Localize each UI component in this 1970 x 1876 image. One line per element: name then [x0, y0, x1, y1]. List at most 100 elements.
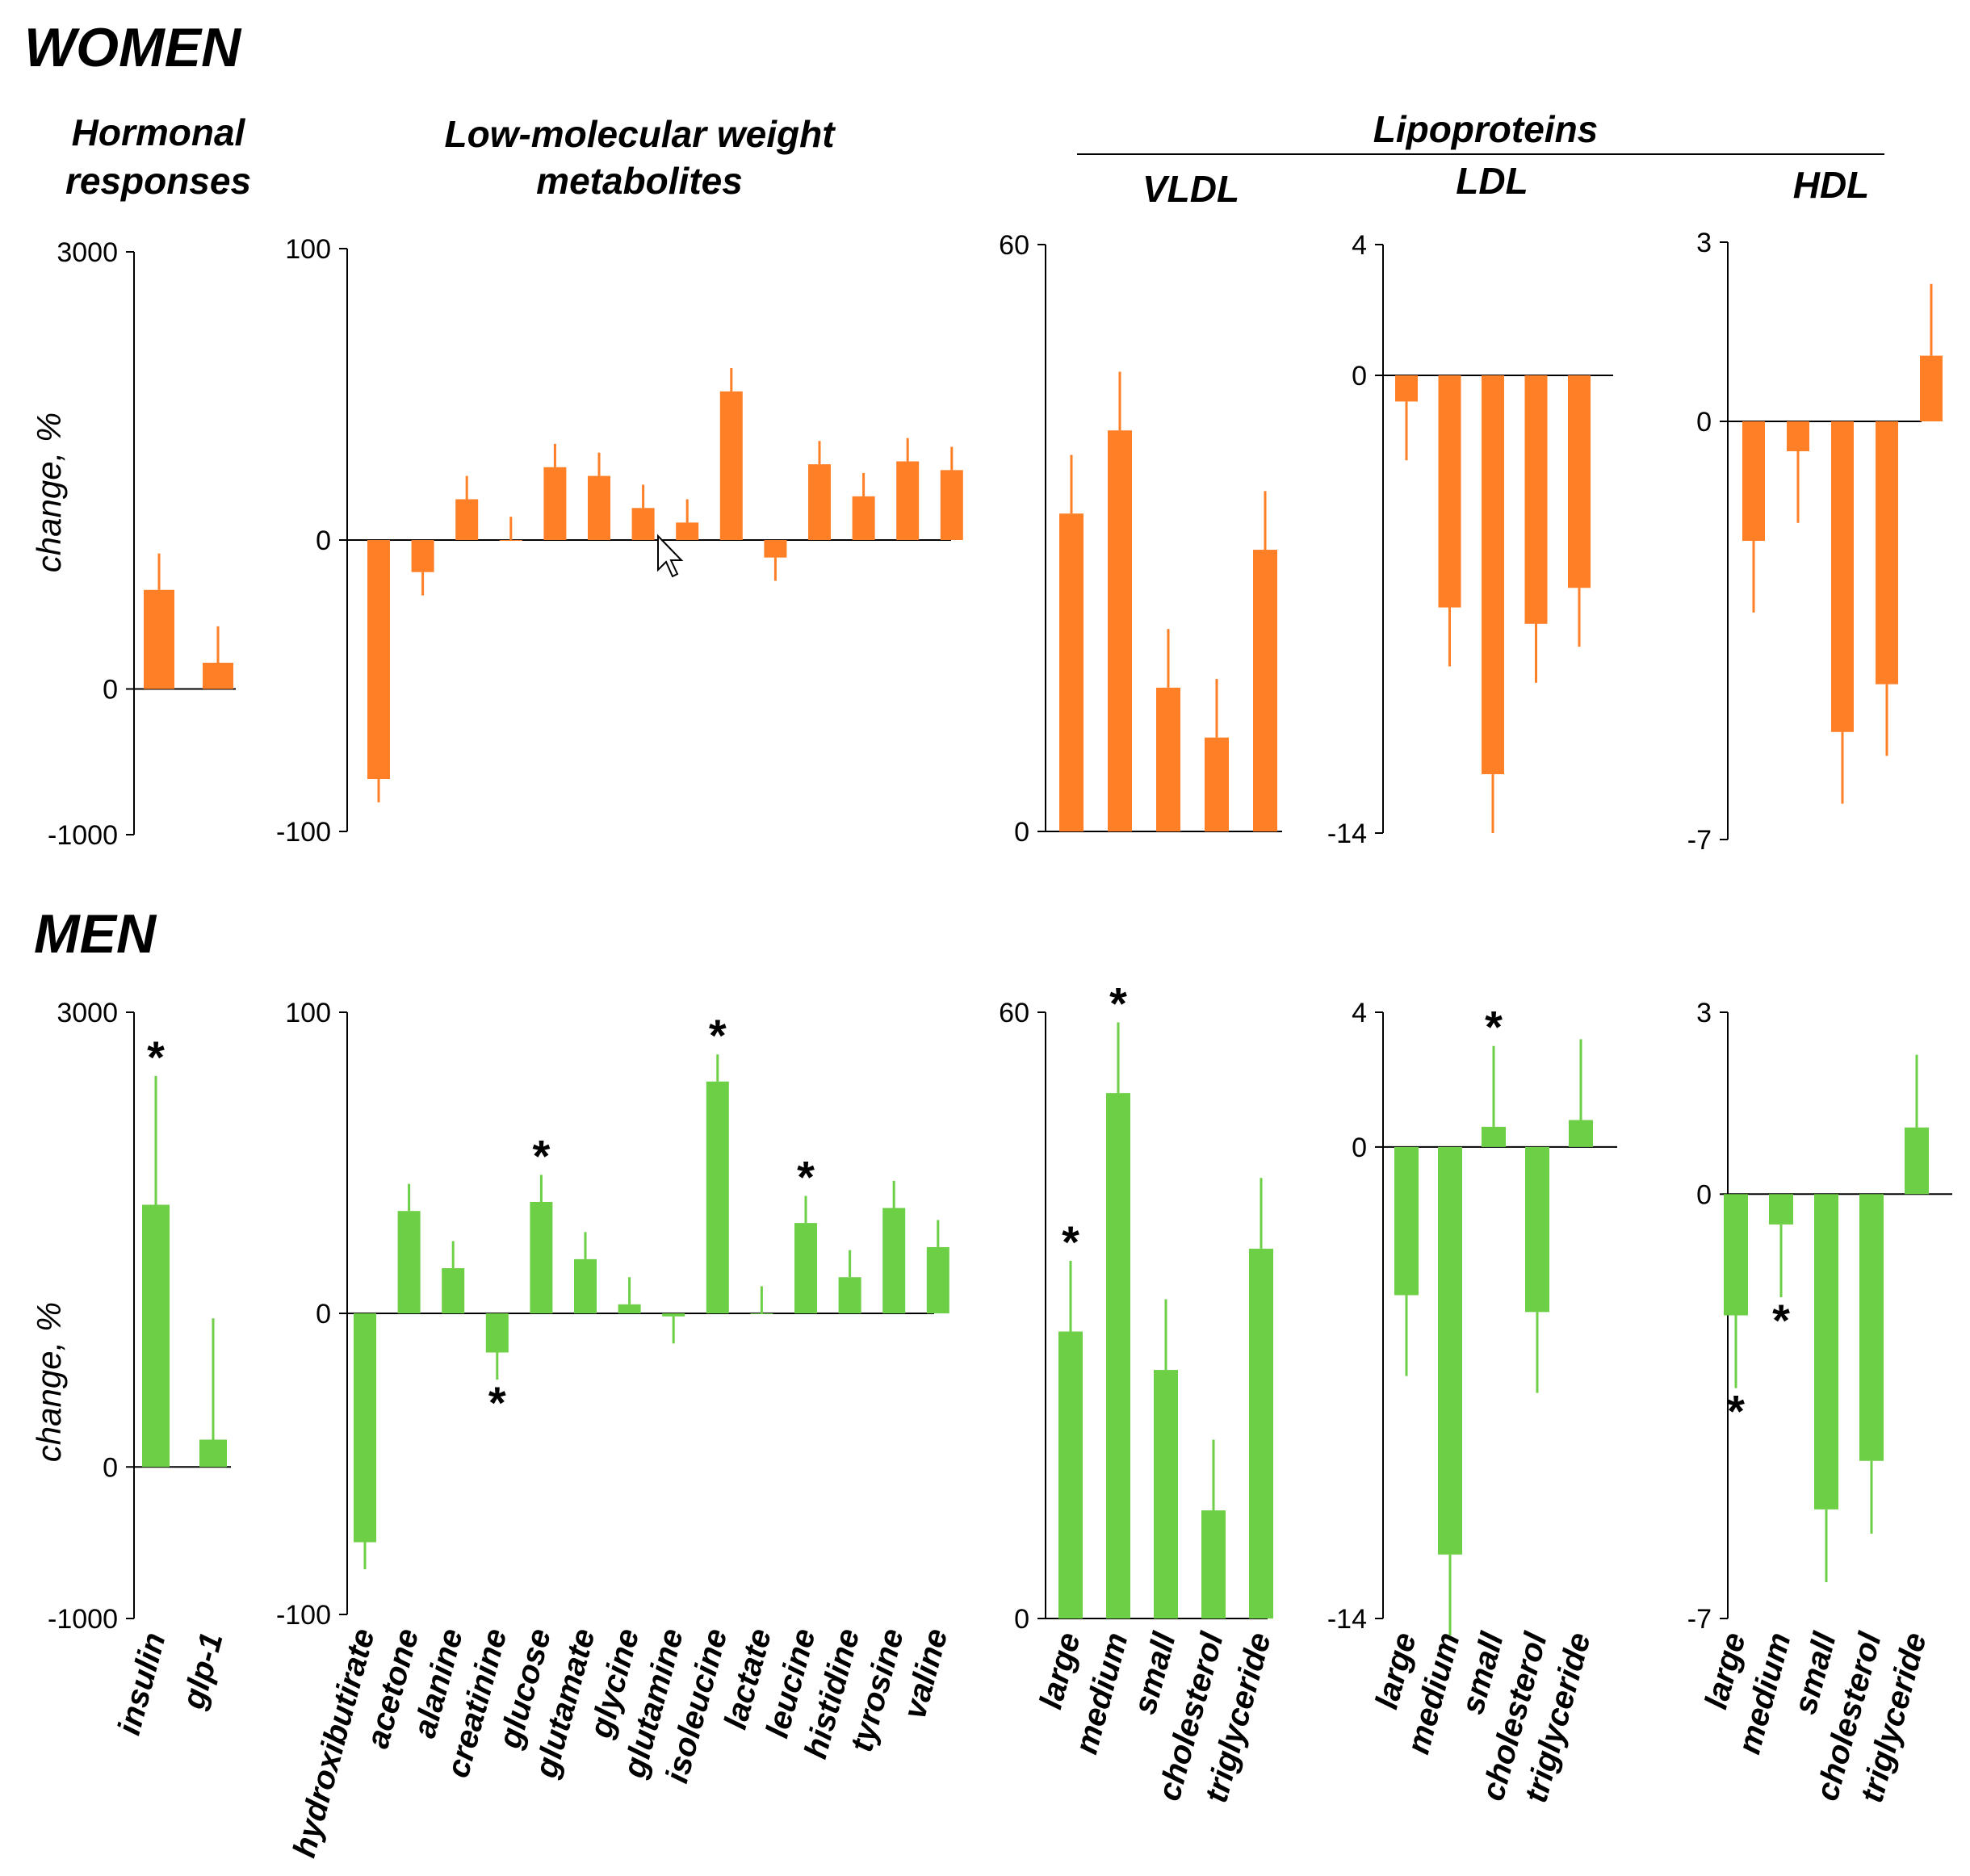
y-tick-label-m-vldl: 0 [1014, 1604, 1029, 1635]
significance-star-creatinine: * [488, 1377, 506, 1428]
charts-layer: 30000-10001000-10060040-1430-730000-1000… [48, 228, 1952, 1861]
bar-triglyceride [1568, 375, 1591, 588]
y-tick-label-m-metab: 100 [285, 998, 331, 1028]
mouse-cursor-icon [657, 534, 684, 578]
header-lipoproteins: Lipoproteins [1373, 108, 1599, 150]
y-tick-label-w-hormonal: -1000 [48, 820, 118, 851]
bar-hydroxibutirate [354, 1313, 376, 1543]
bar-leucine [794, 1223, 817, 1313]
bar-alanine [455, 499, 479, 540]
panel-w-ldl: 4 0 -14 [1327, 230, 1613, 849]
y-tick-label-m-metab: -100 [276, 1600, 331, 1631]
bar-triglyceride [1569, 1120, 1593, 1147]
significance-star-leucine: * [797, 1152, 815, 1203]
bar-cholesterol [1876, 421, 1898, 685]
bar-large [1395, 375, 1418, 402]
y-tick-label-w-ldl: 0 [1352, 361, 1367, 392]
header-hormonal-line2: responses [65, 160, 251, 202]
category-label-glp-1: glp-1 [175, 1629, 229, 1714]
bar-tyrosine [882, 1208, 906, 1313]
category-label-insulin: insulin [111, 1629, 173, 1739]
bar-valine [940, 470, 963, 540]
header-ldl: LDL [1456, 160, 1528, 202]
y-tick-label-m-ldl: 4 [1352, 998, 1367, 1028]
y-tick-label-w-hdl: 3 [1696, 228, 1712, 258]
panel-w-hdl: 3 0 -7 [1687, 228, 1943, 856]
panel-m-hdl: 30-7*large*mediumsmallcholesteroltriglyc… [1687, 998, 1952, 1807]
bar-large [1058, 1331, 1083, 1618]
y-tick-label-w-hormonal: 0 [103, 675, 118, 706]
bar-triglyceride [1905, 1127, 1929, 1195]
bar-medium [1769, 1194, 1793, 1225]
bar-medium [1438, 1146, 1462, 1555]
y-tick-label-m-ldl: -14 [1327, 1604, 1367, 1635]
y-tick-label-w-ldl: 4 [1352, 230, 1367, 261]
bar-large [1724, 1194, 1748, 1316]
bar-glutamine [662, 1313, 685, 1317]
y-tick-label-w-hdl: -7 [1687, 825, 1712, 856]
bar-insulin [144, 589, 174, 689]
y-tick-label-m-metab: 0 [316, 1299, 331, 1330]
bar-small [1814, 1194, 1838, 1510]
bar-cholesterol [1524, 375, 1548, 624]
y-tick-label-m-hdl: 0 [1696, 1179, 1712, 1210]
bar-alanine [442, 1268, 465, 1313]
bar-tyrosine [896, 461, 920, 540]
y-tick-label-w-metab: -100 [276, 817, 331, 848]
title-women: WOMEN [24, 17, 242, 78]
bar-large [1059, 513, 1084, 831]
header-hormonal-line1: Hormonal [72, 111, 246, 153]
y-tick-label-w-metab: 0 [316, 526, 331, 556]
y-tick-label-w-metab: 100 [285, 234, 331, 265]
bar-histidine [852, 496, 875, 540]
bar-hydroxibutirate [367, 540, 390, 780]
bar-cholesterol [1525, 1146, 1549, 1313]
header-metab-line1: Low-molecular weight [444, 113, 836, 155]
bar-large [1394, 1146, 1419, 1296]
category-label-large: large [1033, 1629, 1087, 1713]
bar-medium [1438, 375, 1461, 608]
y-tick-label-m-hormonal: -1000 [48, 1604, 118, 1635]
significance-star-small: * [1485, 1002, 1503, 1053]
bar-isoleucine [706, 1081, 729, 1313]
bar-creatinine [499, 540, 522, 541]
panel-m-hormonal: 3000 0 -1000 * insulin glp-1 [48, 998, 231, 1739]
significance-star-large: * [1727, 1386, 1745, 1437]
bar-large [1742, 421, 1765, 541]
bar-glycine [631, 508, 655, 540]
bar-small [1482, 1126, 1506, 1147]
significance-star-large: * [1062, 1216, 1079, 1267]
bar-triglyceride [1253, 550, 1277, 831]
bar-glutamine [676, 522, 699, 540]
panel-w-hormonal: 3000 0 -1000 [48, 237, 236, 851]
bar-cholesterol [1201, 1510, 1226, 1618]
title-men: MEN [34, 903, 157, 965]
bar-leucine [808, 464, 831, 540]
bar-medium [1787, 421, 1809, 451]
bar-small [1154, 1370, 1178, 1618]
bar-cholesterol [1205, 737, 1229, 831]
bar-glycine [618, 1304, 641, 1313]
significance-star-medium: * [1109, 978, 1127, 1029]
bar-small [1482, 375, 1504, 775]
y-tick-label-w-hdl: 0 [1696, 407, 1712, 438]
ylabel-men: change, % [30, 1302, 68, 1462]
y-tick-label-m-hdl: -7 [1687, 1604, 1712, 1635]
header-vldl: VLDL [1142, 168, 1239, 210]
significance-star-glucose: * [533, 1130, 551, 1181]
bar-glucose [543, 467, 567, 540]
bar-insulin [142, 1204, 170, 1468]
y-tick-label-w-vldl: 0 [1014, 817, 1029, 848]
bar-glutamate [588, 475, 610, 540]
panel-m-vldl: 600*large*mediumsmallcholesteroltriglyce… [999, 978, 1278, 1807]
y-tick-label-m-vldl: 60 [999, 998, 1029, 1028]
bar-glucose [530, 1201, 553, 1313]
bar-lactate [764, 540, 787, 558]
bar-creatinine [485, 1313, 509, 1353]
significance-star-isoleucine: * [709, 1010, 727, 1061]
header-metab-line2: metabolites [536, 160, 743, 202]
ylabel-women: change, % [30, 412, 68, 572]
y-tick-label-m-ldl: 0 [1352, 1133, 1367, 1163]
bar-triglyceride [1249, 1248, 1273, 1618]
